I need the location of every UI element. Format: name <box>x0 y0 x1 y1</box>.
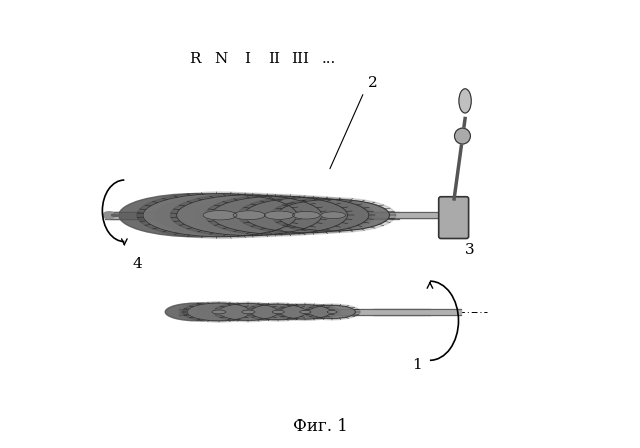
Polygon shape <box>104 212 188 219</box>
Ellipse shape <box>205 194 354 236</box>
Polygon shape <box>288 198 307 217</box>
Ellipse shape <box>327 310 337 313</box>
Polygon shape <box>228 195 249 217</box>
Text: 1: 1 <box>412 358 422 372</box>
Ellipse shape <box>264 305 314 319</box>
Ellipse shape <box>300 310 311 314</box>
Ellipse shape <box>218 304 278 320</box>
Ellipse shape <box>211 196 348 234</box>
Ellipse shape <box>203 211 237 220</box>
Ellipse shape <box>244 198 369 233</box>
Ellipse shape <box>103 212 115 219</box>
Ellipse shape <box>264 211 294 220</box>
Ellipse shape <box>182 302 255 322</box>
Polygon shape <box>372 212 452 218</box>
Ellipse shape <box>246 303 311 321</box>
Text: 4: 4 <box>132 257 143 271</box>
Ellipse shape <box>177 195 322 236</box>
FancyBboxPatch shape <box>438 197 468 238</box>
Ellipse shape <box>188 303 250 321</box>
Ellipse shape <box>308 306 355 319</box>
Ellipse shape <box>119 194 273 237</box>
Ellipse shape <box>143 194 297 237</box>
Ellipse shape <box>259 199 372 231</box>
Text: 3: 3 <box>465 243 474 258</box>
Polygon shape <box>197 303 219 313</box>
Polygon shape <box>372 309 461 314</box>
Text: ...: ... <box>322 52 336 66</box>
Ellipse shape <box>280 305 331 319</box>
Ellipse shape <box>111 214 120 216</box>
Ellipse shape <box>233 304 289 320</box>
Ellipse shape <box>165 303 228 321</box>
Ellipse shape <box>272 310 284 314</box>
Ellipse shape <box>199 304 259 320</box>
Text: 2: 2 <box>368 76 378 90</box>
Ellipse shape <box>137 192 303 238</box>
Ellipse shape <box>175 208 202 223</box>
Polygon shape <box>229 304 248 313</box>
Polygon shape <box>109 212 399 219</box>
Text: I: I <box>244 52 250 66</box>
Ellipse shape <box>156 195 301 236</box>
Text: Фиг. 1: Фиг. 1 <box>292 418 348 435</box>
Text: R: R <box>189 52 200 66</box>
Ellipse shape <box>238 196 375 234</box>
Ellipse shape <box>293 306 340 319</box>
Ellipse shape <box>459 89 471 113</box>
Polygon shape <box>317 306 332 313</box>
Text: II: II <box>268 52 280 66</box>
Ellipse shape <box>321 212 346 219</box>
Text: III: III <box>291 52 309 66</box>
Polygon shape <box>260 304 278 313</box>
Circle shape <box>454 128 470 144</box>
Ellipse shape <box>304 304 360 320</box>
Polygon shape <box>179 309 430 314</box>
Ellipse shape <box>277 199 390 231</box>
Ellipse shape <box>212 310 226 314</box>
Ellipse shape <box>191 196 328 234</box>
Ellipse shape <box>271 198 396 233</box>
Ellipse shape <box>242 310 255 314</box>
Ellipse shape <box>225 198 350 233</box>
Ellipse shape <box>275 303 335 320</box>
Polygon shape <box>260 196 279 217</box>
Text: N: N <box>214 52 228 66</box>
Ellipse shape <box>292 211 320 219</box>
Ellipse shape <box>233 211 265 220</box>
Ellipse shape <box>250 304 306 320</box>
Polygon shape <box>289 305 305 313</box>
Polygon shape <box>196 194 220 217</box>
Ellipse shape <box>170 193 328 237</box>
Polygon shape <box>316 199 333 217</box>
Ellipse shape <box>214 302 283 322</box>
